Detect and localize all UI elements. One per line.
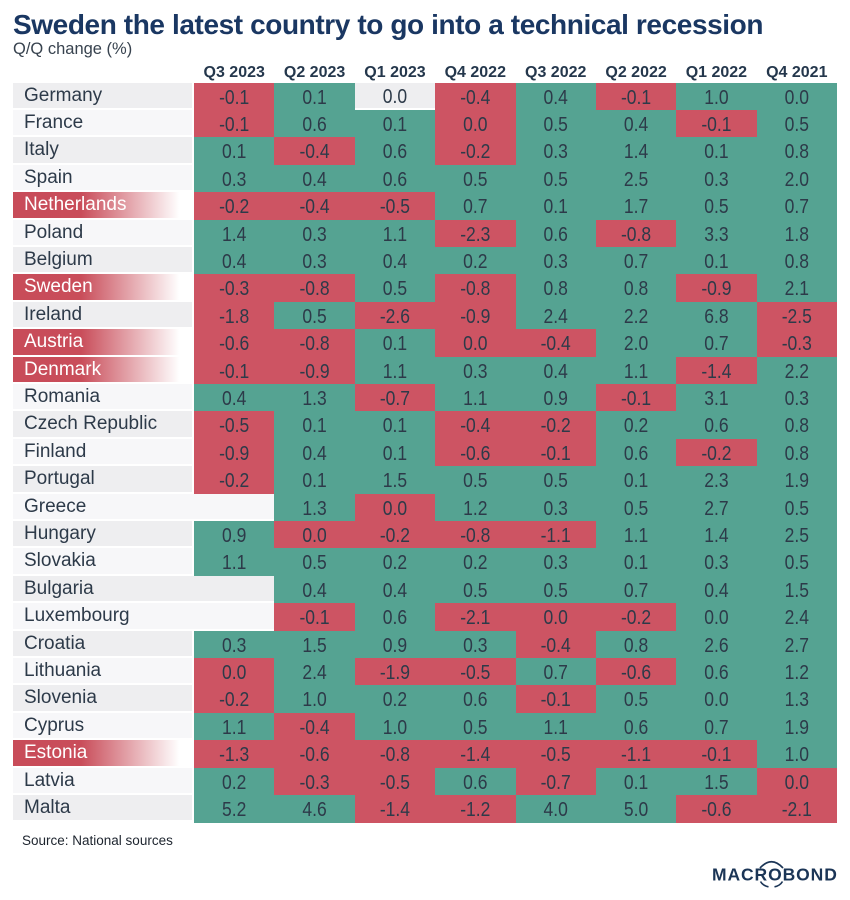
svg-text:MACROBOND: MACROBOND — [712, 865, 838, 885]
